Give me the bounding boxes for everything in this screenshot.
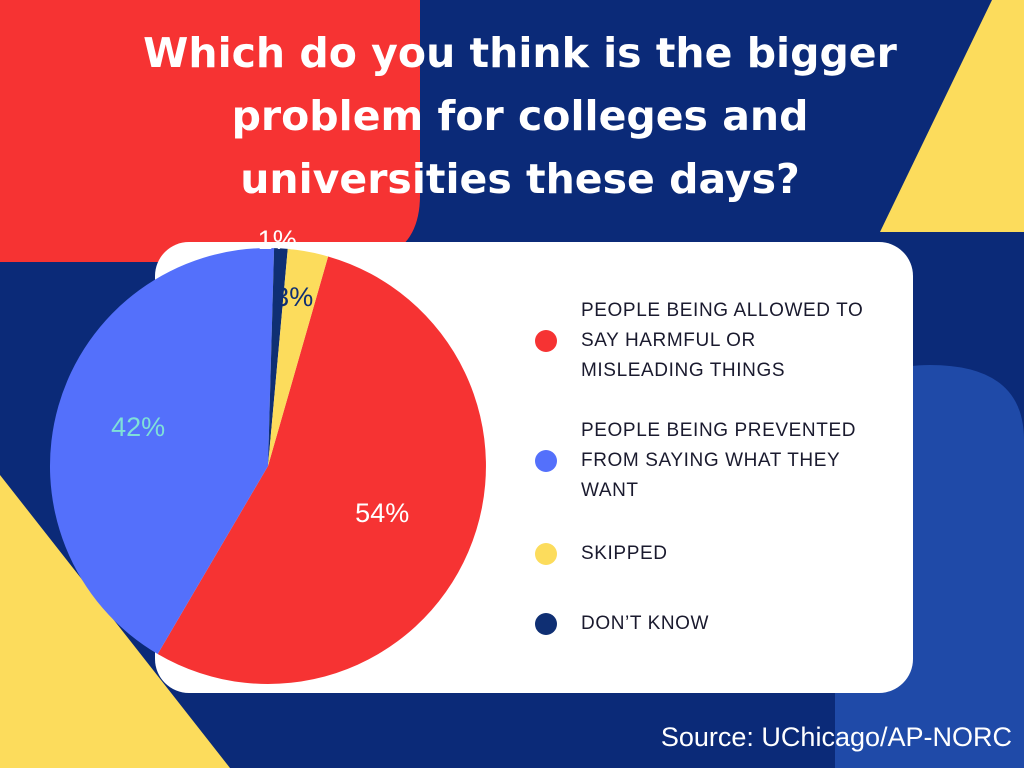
slice-label-prevented: 42% <box>111 412 165 442</box>
slice-label-skipped: 3% <box>274 282 313 312</box>
pie-slice-skipped <box>268 248 329 466</box>
legend-item-skipped: SKIPPED <box>535 539 881 569</box>
pie-slice-labels: 54% 42% 1% 3% <box>111 225 409 528</box>
legend-swatch-skipped <box>535 543 557 565</box>
legend-swatch-dont-know <box>535 613 557 635</box>
pie-slice-dont-know <box>268 248 288 466</box>
legend-item-harmful: PEOPLE BEING ALLOWED TO SAY HARMFUL OR M… <box>535 296 881 386</box>
red-corner-shape <box>0 0 420 262</box>
legend-swatch-prevented <box>535 450 557 472</box>
slice-label-harmful: 54% <box>355 498 409 528</box>
legend-label-skipped: SKIPPED <box>581 543 668 564</box>
legend-label-prevented: PEOPLE BEING PREVENTED FROM SAYING WHAT … <box>581 420 857 501</box>
legend-label-dont-know: DON’T KNOW <box>581 613 710 634</box>
pie-slice-prevented <box>49 247 275 655</box>
source-note: Source: UChicago/AP-NORC <box>660 722 1012 752</box>
legend-item-dont-know: DON’T KNOW <box>535 609 881 639</box>
legend-item-prevented: PEOPLE BEING PREVENTED FROM SAYING WHAT … <box>535 416 881 506</box>
pie-slices <box>49 247 486 684</box>
chart-title: Which do you think is the bigger problem… <box>143 29 897 203</box>
slice-label-dont-know: 1% <box>258 225 297 255</box>
yellow-top-right-shape <box>880 0 1024 232</box>
yellow-bottom-left-shape <box>0 475 230 768</box>
legend-swatch-harmful <box>535 330 557 352</box>
legend-label-harmful: PEOPLE BEING ALLOWED TO SAY HARMFUL OR M… <box>581 300 864 381</box>
pie-slice-harmful <box>157 256 486 684</box>
